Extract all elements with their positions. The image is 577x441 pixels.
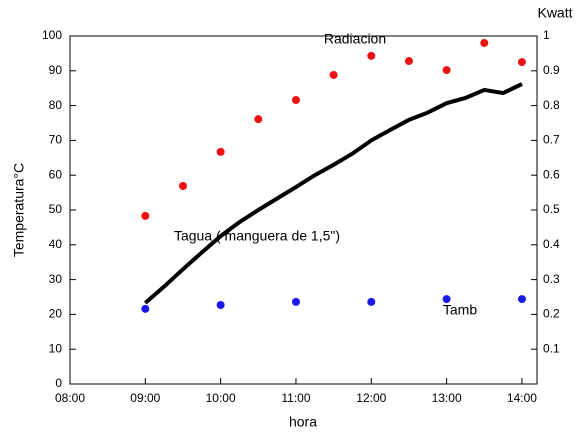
y2-tick-label: 0.2: [543, 307, 560, 321]
y-tick-label: 100: [42, 28, 62, 42]
x-tick-label: 10:00: [206, 391, 236, 405]
y-tick-label: 20: [49, 307, 63, 321]
y-tick-label: 60: [49, 167, 63, 181]
data-point: [517, 295, 526, 304]
y-tick-label: 90: [49, 63, 63, 77]
y-tick-label: 40: [49, 237, 63, 251]
data-point: [329, 70, 338, 79]
y2-tick-label: 0.6: [543, 167, 560, 181]
data-point: [442, 295, 451, 304]
y2-tick-label: 1: [543, 28, 550, 42]
data-point: [480, 38, 489, 47]
data-point: [517, 58, 526, 67]
y2-tick-label: 0.9: [543, 63, 560, 77]
y-tick-label: 80: [49, 98, 63, 112]
series-label: Tagua ( manguera de 1,5"): [174, 228, 340, 244]
y-tick-label: 0: [55, 376, 62, 390]
data-point: [442, 66, 451, 75]
y2-tick-label: 0.1: [543, 341, 560, 355]
data-point: [141, 304, 150, 313]
y2-tick-label: 0.5: [543, 202, 560, 216]
y-tick-label: 70: [49, 133, 63, 147]
series-line: [144, 82, 523, 305]
y2-tick-label: 0.3: [543, 272, 560, 286]
y-tick-label: 10: [49, 341, 63, 355]
data-point: [216, 147, 225, 156]
x-tick-label: 14:00: [507, 391, 537, 405]
y2-axis-label: Kwatt: [537, 5, 572, 21]
plot-frame: [69, 35, 538, 385]
data-point: [141, 211, 150, 220]
data-point: [178, 181, 187, 190]
data-point: [254, 115, 263, 124]
y-tick-label: 30: [49, 272, 63, 286]
data-point: [216, 301, 225, 310]
y2-tick-label: 0.7: [543, 133, 560, 147]
data-point: [291, 297, 300, 306]
y-tick-label: 50: [49, 202, 63, 216]
x-tick-label: 11:00: [281, 391, 310, 405]
x-tick-label: 12:00: [356, 391, 386, 405]
y-axis-label: Temperatura°C: [11, 163, 27, 257]
data-point: [367, 51, 376, 60]
data-point: [404, 57, 413, 66]
x-axis-label: hora: [289, 414, 317, 430]
x-tick-label: 09:00: [130, 391, 160, 405]
data-point: [367, 297, 376, 306]
y2-tick-label: 0.8: [543, 98, 560, 112]
data-point: [291, 96, 300, 105]
series-label: Tamb: [443, 302, 477, 318]
y2-tick-label: 0.4: [543, 237, 560, 251]
x-tick-label: 13:00: [432, 391, 462, 405]
series-label: Radiacion: [324, 31, 386, 47]
x-tick-label: 08:00: [55, 391, 85, 405]
